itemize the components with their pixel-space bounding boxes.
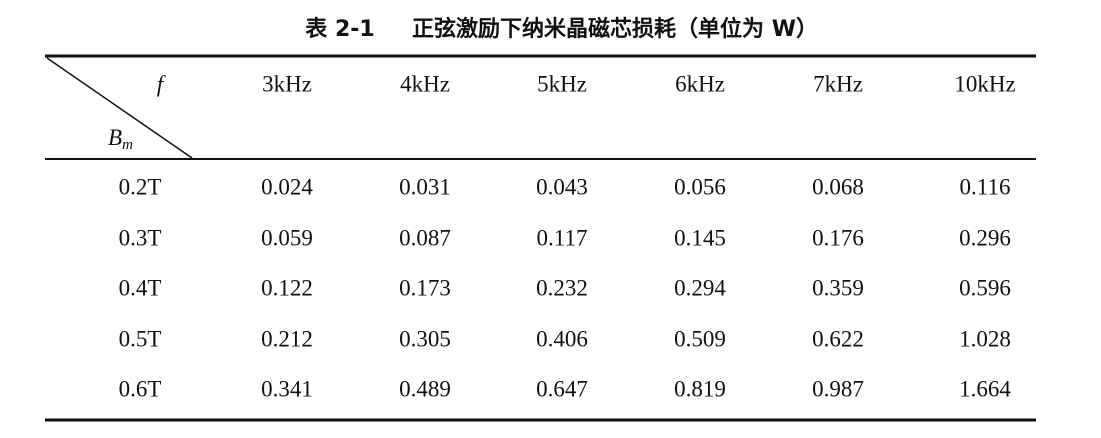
column-header: 3kHz [262,71,312,96]
table-cell: 0.024 [261,174,313,199]
table-cell: 0.489 [399,376,451,401]
caption-title: 正弦激励下纳米晶磁芯损耗（单位为 W） [412,16,818,42]
corner-top: f [157,71,167,96]
table-cell: 0.212 [261,326,313,351]
corner-subscript: m [122,137,133,153]
row-label: 0.5T [119,326,162,351]
table-cell: 0.059 [261,225,313,250]
row-label: 0.4T [119,275,162,300]
table-cell: 0.647 [536,376,588,401]
table-cell: 0.122 [261,275,313,300]
table-cell: 0.987 [812,376,864,401]
table-cell: 0.031 [399,174,451,199]
table-cell: 0.173 [399,275,451,300]
diagonal-line [46,57,193,159]
table-cell: 0.596 [959,275,1011,300]
column-header: 4kHz [400,71,450,96]
corner-bottom: Bm [108,125,133,153]
column-header: 6kHz [675,71,725,96]
column-header: 5kHz [537,71,587,96]
table-cell: 0.296 [959,225,1011,250]
table-cell: 0.117 [537,225,588,250]
row-label: 0.3T [119,225,162,250]
table-cell: 1.028 [959,326,1011,351]
table-cell: 0.509 [674,326,726,351]
table-cell: 0.087 [399,225,451,250]
table-cell: 0.056 [674,174,726,199]
table-cell: 0.145 [674,225,726,250]
table-cell: 0.359 [812,275,864,300]
table-cell: 0.068 [812,174,864,199]
table-cell: 0.294 [674,275,726,300]
table-cell: 0.341 [261,376,313,401]
table-cell: 0.176 [812,225,864,250]
column-header: 7kHz [813,71,863,96]
table-cell: 0.232 [536,275,588,300]
caption-label: 表 2-1 [305,17,374,42]
table-cell: 0.406 [536,326,588,351]
row-label: 0.6T [119,376,162,401]
table-cell: 0.043 [536,174,588,199]
table-cell: 0.622 [812,326,864,351]
row-label: 0.2T [119,174,162,199]
table-cell: 0.116 [960,174,1011,199]
table-cell: 0.305 [399,326,451,351]
column-header: 10kHz [954,71,1015,96]
table-cell: 0.819 [674,376,726,401]
corner-symbol: B [108,125,122,150]
table-cell: 1.664 [959,376,1011,401]
